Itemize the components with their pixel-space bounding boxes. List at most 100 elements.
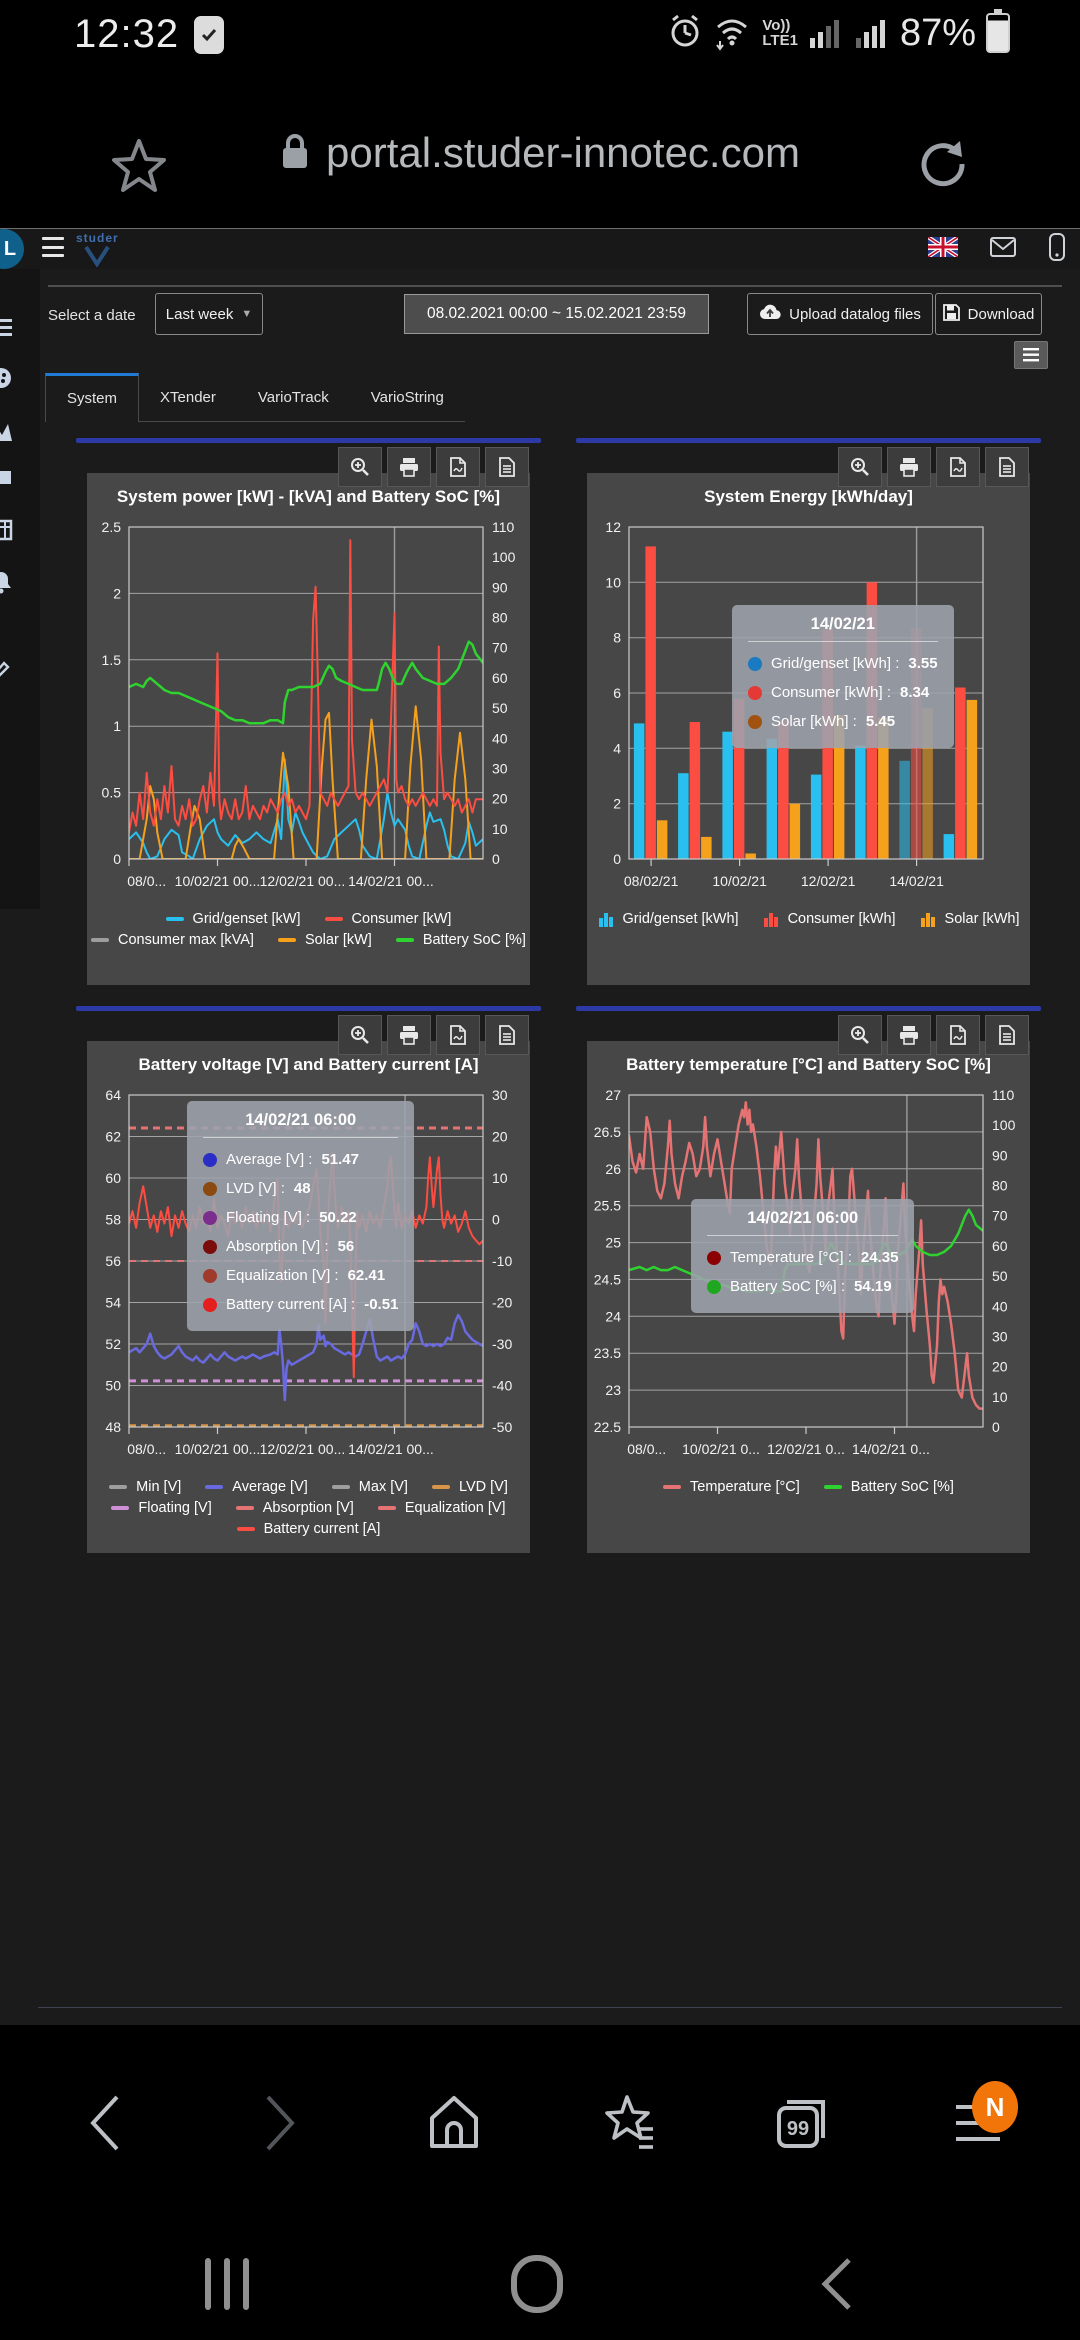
legend-item: Consumer [kW]: [324, 911, 451, 927]
sidebar-list-icon[interactable]: [0, 315, 14, 341]
wifi-icon: [712, 11, 752, 56]
url-text[interactable]: portal.studer-innotec.com: [326, 129, 800, 176]
export-pdf-button[interactable]: [936, 1015, 980, 1055]
chart-toolbar: [76, 1015, 529, 1055]
notification-check-icon: [194, 16, 224, 54]
sidebar-alarm-icon[interactable]: [0, 569, 14, 595]
android-back-button[interactable]: [797, 2246, 877, 2322]
upload-datalog-button[interactable]: Upload datalog files: [747, 293, 933, 335]
svg-text:10/02/21 00...: 10/02/21 00...: [175, 1441, 261, 1457]
svg-text:70: 70: [492, 640, 508, 656]
svg-text:14/02/21 0...: 14/02/21 0...: [852, 1441, 930, 1457]
svg-text:48: 48: [105, 1419, 121, 1435]
studer-logo[interactable]: studer: [76, 231, 119, 267]
svg-text:10/02/21 00...: 10/02/21 00...: [175, 873, 261, 889]
svg-text:-40: -40: [492, 1378, 512, 1394]
chart-toolbar: [76, 447, 529, 487]
menu-hamburger-icon[interactable]: [42, 237, 64, 257]
chart-title: Battery temperature [°C] and Battery SoC…: [626, 1055, 991, 1074]
svg-text:20: 20: [492, 791, 508, 807]
chart-legend: Grid/genset [kWh] Consumer [kWh] Solar [kW…: [587, 911, 1030, 927]
sidebar-more-icon[interactable]: [0, 613, 14, 639]
browser-url-bar: portal.studer-innotec.com: [0, 75, 1080, 225]
legend-item: Min [V]: [109, 1479, 181, 1495]
browser-home-button[interactable]: [418, 2087, 490, 2159]
chart-title: System power [kW] - [kVA] and Battery So…: [116, 487, 501, 506]
sidebar-messages-icon[interactable]: [0, 467, 14, 493]
language-flag-icon[interactable]: [926, 235, 960, 262]
print-button[interactable]: [387, 447, 431, 487]
chart-plot[interactable]: 0 0.5 1 1.5 2 2.5 0 10 20 30 40 50 60 70 80 90 100 110 08/…: [87, 519, 530, 909]
zoom-button[interactable]: [338, 1015, 382, 1055]
tab-xtender[interactable]: XTender: [139, 373, 237, 422]
svg-text:10/02/21: 10/02/21: [712, 873, 767, 889]
sidebar-datatable-icon[interactable]: [0, 517, 14, 543]
svg-text:23: 23: [605, 1382, 621, 1398]
bookmark-star-button[interactable]: [108, 135, 170, 200]
chart-accent-line: [76, 1006, 541, 1011]
svg-text:24.5: 24.5: [594, 1271, 621, 1287]
browser-bookmarks-button[interactable]: [594, 2087, 666, 2159]
browser-tabs-button[interactable]: 99: [766, 2087, 838, 2159]
download-button[interactable]: Download: [935, 293, 1042, 335]
svg-text:-20: -20: [492, 1295, 512, 1311]
svg-text:100: 100: [992, 1117, 1016, 1133]
phone-icon[interactable]: [1048, 233, 1066, 266]
android-recents-button[interactable]: [187, 2246, 267, 2322]
svg-text:80: 80: [492, 610, 508, 626]
zoom-button[interactable]: [838, 447, 882, 487]
browser-back-button[interactable]: [69, 2087, 141, 2159]
svg-text:90: 90: [992, 1147, 1008, 1163]
chevron-down-icon: ▼: [241, 308, 253, 320]
tab-variotrack[interactable]: VarioTrack: [236, 373, 350, 422]
export-data-button[interactable]: [485, 1015, 529, 1055]
tab-system[interactable]: System: [45, 373, 140, 422]
legend-item: Consumer max [kVA]: [91, 932, 254, 948]
svg-text:12/02/21 00...: 12/02/21 00...: [260, 873, 346, 889]
print-button[interactable]: [887, 447, 931, 487]
print-button[interactable]: [887, 1015, 931, 1055]
svg-text:14/02/21 00...: 14/02/21 00...: [348, 1441, 434, 1457]
sidebar-palette-icon[interactable]: [0, 365, 14, 391]
app-header: L studer: [0, 229, 1080, 269]
export-pdf-button[interactable]: [436, 447, 480, 487]
svg-text:58: 58: [105, 1212, 121, 1228]
svg-text:0: 0: [113, 851, 121, 867]
cloud-upload-icon: [759, 304, 781, 325]
date-preset-dropdown[interactable]: Last week ▼: [155, 293, 263, 335]
select-date-label: Select a date: [48, 307, 136, 324]
refresh-button[interactable]: [914, 133, 972, 194]
svg-text:56: 56: [105, 1253, 121, 1269]
export-data-button[interactable]: [985, 1015, 1029, 1055]
mail-icon[interactable]: [990, 237, 1016, 262]
svg-text:70: 70: [992, 1208, 1008, 1224]
svg-text:80: 80: [992, 1178, 1008, 1194]
browser-forward-button[interactable]: [244, 2087, 316, 2159]
chart-accent-line: [76, 438, 541, 443]
notification-badge[interactable]: N: [972, 2081, 1018, 2133]
chart-accent-line: [576, 1006, 1041, 1011]
svg-text:50: 50: [105, 1378, 121, 1394]
print-button[interactable]: [387, 1015, 431, 1055]
export-pdf-button[interactable]: [936, 447, 980, 487]
sidebar-monitoring-icon[interactable]: [0, 419, 14, 445]
legend-item: Floating [V]: [111, 1500, 212, 1516]
export-data-button[interactable]: [985, 447, 1029, 487]
zoom-button[interactable]: [338, 447, 382, 487]
svg-text:54: 54: [105, 1295, 121, 1311]
android-home-button[interactable]: [497, 2246, 577, 2322]
date-range-input[interactable]: [404, 294, 709, 334]
chart-tooltip: 14/02/21 06:00 Average [V] : 51.47 LVD [V]…: [187, 1101, 415, 1331]
sidebar-tools-icon[interactable]: [0, 657, 14, 683]
zoom-button[interactable]: [838, 1015, 882, 1055]
chart-context-menu-button[interactable]: [1014, 341, 1048, 369]
tab-variostring[interactable]: VarioString: [349, 373, 465, 422]
svg-text:12/02/21 00...: 12/02/21 00...: [260, 1441, 346, 1457]
export-pdf-button[interactable]: [436, 1015, 480, 1055]
signal-bars-2-icon: [854, 12, 890, 55]
avatar[interactable]: L: [0, 229, 24, 269]
chart-panel: System Energy [kWh/day] 0 2 4 6 8 10 12 08/02/2…: [587, 473, 1030, 985]
chart-accent-line: [576, 438, 1041, 443]
export-data-button[interactable]: [485, 447, 529, 487]
svg-text:14/02/21 00...: 14/02/21 00...: [348, 873, 434, 889]
